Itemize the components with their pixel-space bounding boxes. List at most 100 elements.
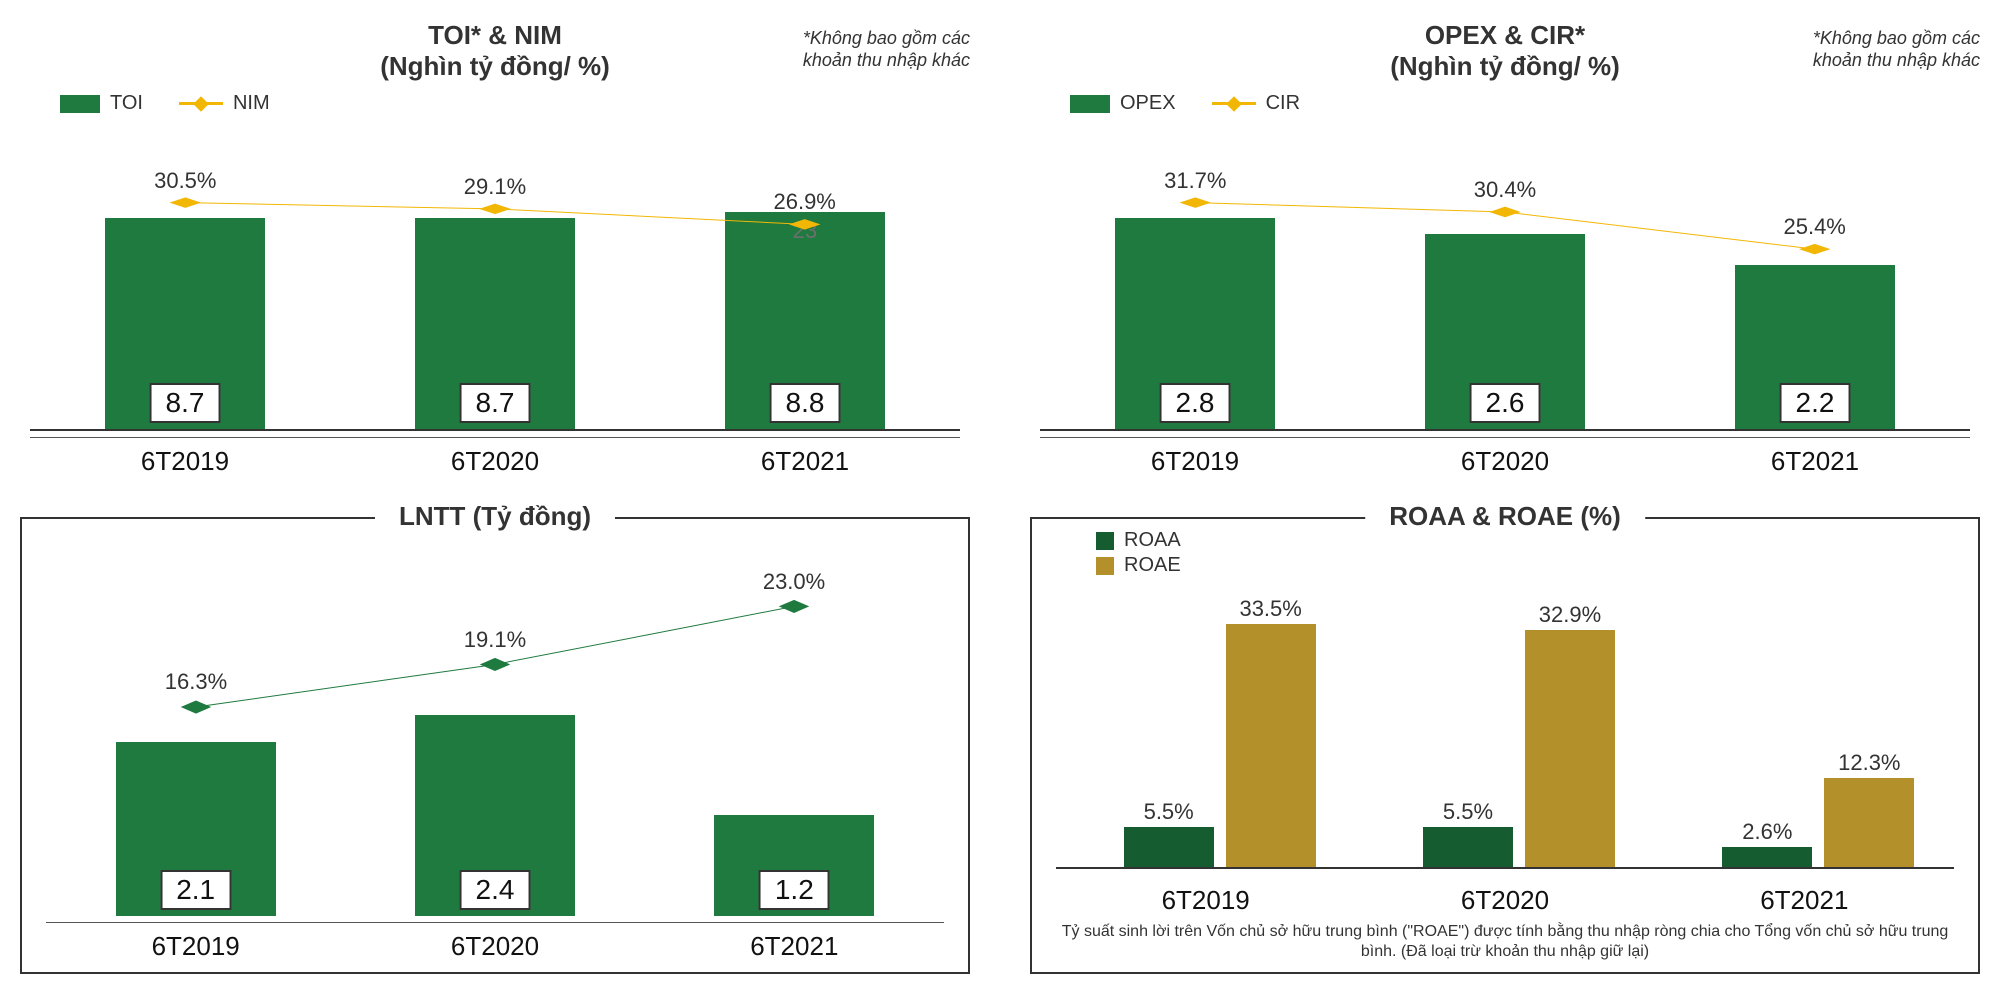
legend-nim-swatch	[179, 102, 223, 105]
bar-value-label: 1.2	[759, 870, 830, 910]
bar-pair-group: 5.5% 33.5%	[1096, 581, 1316, 867]
panel3-chart: 2.1 2.4 1.2 16.3% 19.1% 23.0%	[46, 529, 944, 916]
bar-value-label: 8.8	[770, 383, 841, 423]
roaa-value-label: 2.6%	[1742, 819, 1792, 845]
bar: 8.8 23	[725, 212, 885, 429]
x-axis-label: 6T2019	[1085, 446, 1305, 477]
x-axis-label: 6T2021	[684, 931, 904, 962]
panel1-chart: 8.7 8.7 8.8 23 30.5% 29.1% 26.9%	[30, 119, 960, 431]
bar-top-label: 23	[793, 218, 817, 244]
bar: 2.1	[116, 742, 276, 916]
roae-bar	[1226, 624, 1316, 867]
x-axis-label: 6T2020	[1395, 885, 1615, 916]
legend-opex-swatch	[1070, 95, 1110, 113]
roaa-value-label: 5.5%	[1144, 799, 1194, 825]
legend-toi-label: TOI	[110, 92, 143, 115]
dashboard: TOI* & NIM (Nghìn tỷ đồng/ %) *Không bao…	[20, 20, 1980, 974]
bar: 1.2	[714, 815, 874, 916]
roaa-bar	[1423, 827, 1513, 867]
bar-value-label: 2.6	[1470, 383, 1541, 423]
roae-value-label: 12.3%	[1838, 750, 1900, 776]
x-axis-label: 6T2021	[1705, 446, 1925, 477]
panel4-legend: ROAA ROAE	[1096, 529, 1964, 577]
bar: 8.7	[105, 218, 265, 429]
bar-group: 8.7	[85, 119, 285, 429]
panel2-legend: OPEX CIR	[1070, 92, 1980, 115]
panel2-xaxis: 6T2019 6T2020 6T2021	[1040, 437, 1970, 477]
x-axis-label: 6T2020	[1395, 446, 1615, 477]
line-point-label: 16.3%	[165, 669, 227, 695]
bar-group: 2.1	[96, 529, 296, 916]
legend-roaa-label: ROAA	[1124, 529, 1181, 552]
panel4-note: Tỷ suất sinh lời trên Vốn chủ sở hữu tru…	[1046, 922, 1964, 962]
panel4-xaxis: 6T2019 6T2020 6T2021	[1056, 875, 1954, 916]
panel2-chart: 2.82.62.2 31.7%30.4%25.4%	[1040, 119, 1970, 431]
bar-value-label: 8.7	[150, 383, 221, 423]
x-axis-label: 6T2019	[1096, 885, 1316, 916]
x-axis-label: 6T2021	[1694, 885, 1914, 916]
bar: 2.2	[1735, 265, 1895, 429]
legend-roaa-swatch	[1096, 532, 1114, 550]
line-point-label: 26.9%	[773, 189, 835, 215]
roae-value-label: 32.9%	[1539, 602, 1601, 628]
panel3-xaxis: 6T2019 6T2020 6T2021	[46, 922, 944, 962]
x-axis-label: 6T2020	[385, 446, 605, 477]
panel-lntt: LNTT (Tỷ đồng) 2.12.41.2 16.3%19.1%23.0%…	[20, 517, 970, 974]
legend-roaa: ROAA	[1096, 529, 1964, 552]
bar-value-label: 2.4	[460, 870, 531, 910]
bar-pair-group: 5.5%32.9%	[1395, 581, 1615, 867]
bar-group: 8.7	[395, 119, 595, 429]
panel1-footnote: *Không bao gồm các khoản thu nhập khác	[803, 28, 970, 71]
legend-opex: OPEX	[1070, 92, 1176, 115]
bar-group: 2.2	[1715, 119, 1915, 429]
panel1-xaxis: 6T2019 6T2020 6T2021	[30, 437, 960, 477]
roaa-bar	[1124, 827, 1214, 867]
legend-cir: CIR	[1212, 92, 1300, 115]
legend-roae: ROAE	[1096, 554, 1964, 577]
panel4-frame: ROAA & ROAE (%) ROAA ROAE 5.5%33.5%5.5%3…	[1030, 517, 1980, 974]
bar-group: 2.8	[1095, 119, 1295, 429]
bar-value-label: 2.8	[1160, 383, 1231, 423]
roae-bar	[1824, 778, 1914, 867]
bar: 8.7	[415, 218, 575, 429]
panel2-header: OPEX & CIR* (Nghìn tỷ đồng/ %) *Không ba…	[1030, 20, 1980, 82]
panel-toi-nim: TOI* & NIM (Nghìn tỷ đồng/ %) *Không bao…	[20, 20, 970, 477]
bar: 2.6	[1425, 234, 1585, 429]
panel1-header: TOI* & NIM (Nghìn tỷ đồng/ %) *Không bao…	[20, 20, 970, 82]
legend-opex-label: OPEX	[1120, 92, 1176, 115]
legend-nim-label: NIM	[233, 92, 270, 115]
legend-nim: NIM	[179, 92, 270, 115]
bar-group: 2.4	[395, 529, 595, 916]
line-point-label: 29.1%	[464, 174, 526, 200]
line-point-label: 25.4%	[1783, 214, 1845, 240]
x-axis-label: 6T2019	[86, 931, 306, 962]
line-point-label: 19.1%	[464, 627, 526, 653]
bar-value-label: 8.7	[460, 383, 531, 423]
panel1-legend: TOI NIM	[60, 92, 970, 115]
line-point-label: 30.4%	[1474, 177, 1536, 203]
line-point-label: 30.5%	[154, 168, 216, 194]
legend-cir-label: CIR	[1266, 92, 1300, 115]
legend-toi: TOI	[60, 92, 143, 115]
x-axis-label: 6T2021	[695, 446, 915, 477]
panel4-chart: 5.5% 33.5% 5.5%32.9% 2.6% 12.3%	[1056, 581, 1954, 869]
panel3-title: LNTT (Tỷ đồng)	[375, 501, 615, 532]
bar-pair-group: 2.6% 12.3%	[1694, 581, 1914, 867]
bar-group: 2.6	[1405, 119, 1605, 429]
panel-opex-cir: OPEX & CIR* (Nghìn tỷ đồng/ %) *Không ba…	[1030, 20, 1980, 477]
bar: 2.8	[1115, 218, 1275, 429]
bar-group: 8.8 23	[705, 119, 905, 429]
roae-bar	[1525, 630, 1615, 867]
x-axis-label: 6T2019	[75, 446, 295, 477]
panel-roaa-roae: ROAA & ROAE (%) ROAA ROAE 5.5%33.5%5.5%3…	[1030, 517, 1980, 974]
roae-value-label: 33.5%	[1239, 596, 1301, 622]
bar: 2.4	[415, 715, 575, 916]
panel4-title: ROAA & ROAE (%)	[1365, 501, 1645, 532]
x-axis-label: 6T2020	[385, 931, 605, 962]
bar-value-label: 2.2	[1780, 383, 1851, 423]
panel2-footnote: *Không bao gồm các khoản thu nhập khác	[1813, 28, 1980, 71]
legend-roae-label: ROAE	[1124, 554, 1181, 577]
line-point-label: 23.0%	[763, 569, 825, 595]
legend-roae-swatch	[1096, 557, 1114, 575]
legend-cir-swatch	[1212, 102, 1256, 105]
